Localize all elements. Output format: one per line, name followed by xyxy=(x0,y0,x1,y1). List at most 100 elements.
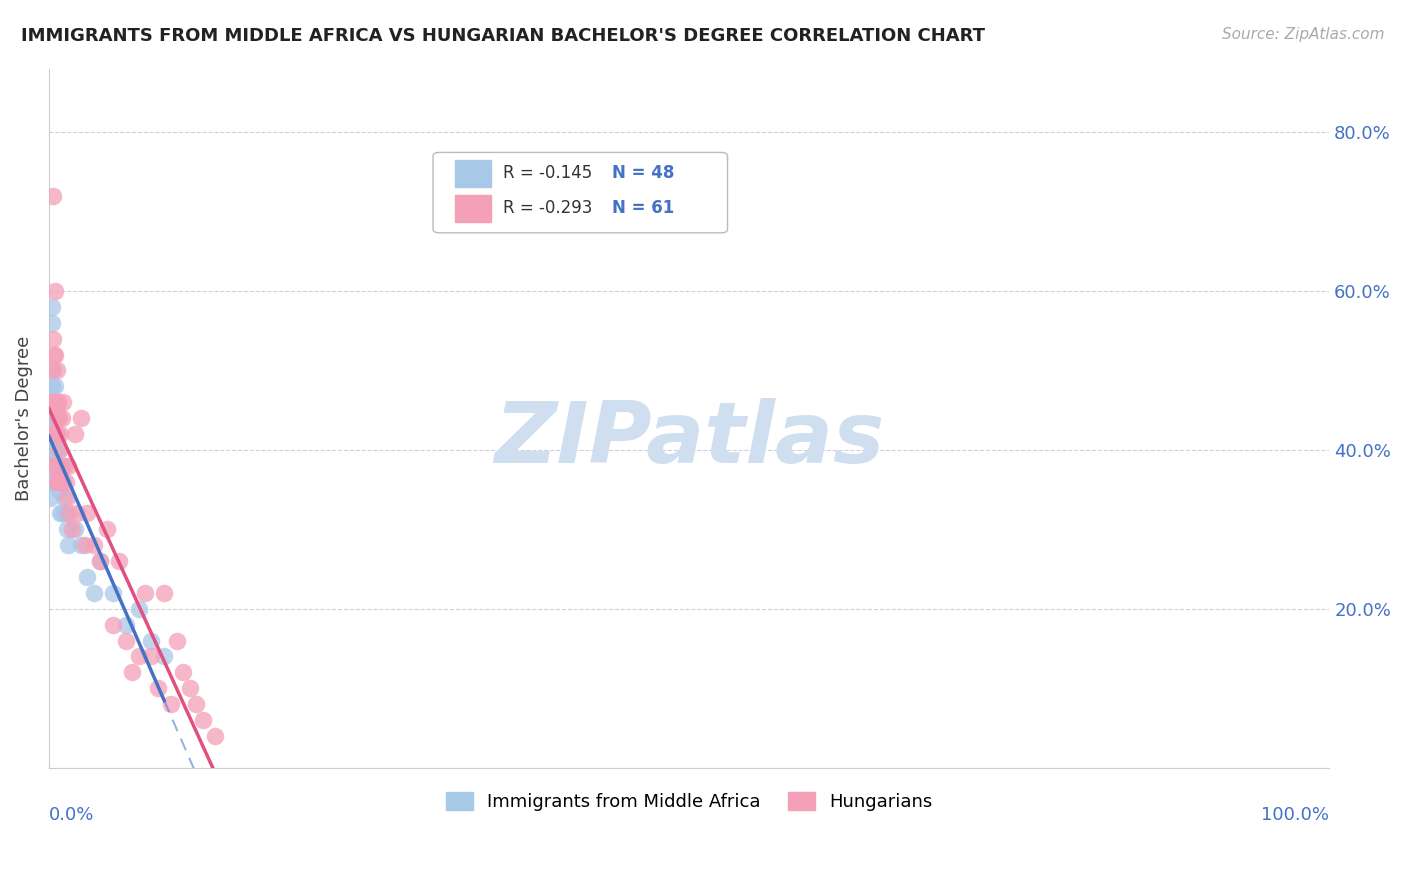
Point xyxy=(96,522,118,536)
Bar xyxy=(454,160,491,186)
Point xyxy=(56,538,79,552)
Point xyxy=(83,586,105,600)
Point xyxy=(44,284,66,298)
Point xyxy=(49,427,72,442)
Point xyxy=(44,442,66,457)
Y-axis label: Bachelor's Degree: Bachelor's Degree xyxy=(15,335,32,500)
Point xyxy=(46,475,69,489)
Point xyxy=(42,458,65,473)
Point xyxy=(41,379,63,393)
Text: Source: ZipAtlas.com: Source: ZipAtlas.com xyxy=(1222,27,1385,42)
Point xyxy=(51,507,73,521)
Point xyxy=(55,507,77,521)
Point xyxy=(45,427,67,442)
Point xyxy=(114,617,136,632)
Point xyxy=(39,491,62,505)
Point xyxy=(49,507,72,521)
Point xyxy=(46,475,69,489)
Point xyxy=(44,458,66,473)
Point xyxy=(56,458,79,473)
Point xyxy=(63,427,86,442)
Point xyxy=(46,411,69,425)
Point xyxy=(39,475,62,489)
Point xyxy=(45,363,67,377)
Point xyxy=(45,403,67,417)
Point xyxy=(49,458,72,473)
FancyBboxPatch shape xyxy=(433,153,727,233)
Point xyxy=(60,522,83,536)
Text: R = -0.145: R = -0.145 xyxy=(503,164,593,182)
Point xyxy=(56,522,79,536)
Point xyxy=(166,633,188,648)
Point xyxy=(89,554,111,568)
Point xyxy=(42,395,65,409)
Point xyxy=(41,316,63,330)
Point xyxy=(44,347,66,361)
Point xyxy=(45,427,67,442)
Point xyxy=(45,395,67,409)
Legend: Immigrants from Middle Africa, Hungarians: Immigrants from Middle Africa, Hungarian… xyxy=(439,784,939,818)
Bar xyxy=(454,195,491,221)
Point xyxy=(134,586,156,600)
Point xyxy=(70,411,93,425)
Point xyxy=(52,395,75,409)
Text: IMMIGRANTS FROM MIDDLE AFRICA VS HUNGARIAN BACHELOR'S DEGREE CORRELATION CHART: IMMIGRANTS FROM MIDDLE AFRICA VS HUNGARI… xyxy=(21,27,986,45)
Point xyxy=(76,507,98,521)
Point xyxy=(153,586,176,600)
Point xyxy=(42,188,65,202)
Point xyxy=(42,395,65,409)
Point xyxy=(114,633,136,648)
Point xyxy=(41,427,63,442)
Point xyxy=(141,633,163,648)
Text: 100.0%: 100.0% xyxy=(1261,806,1329,824)
Point xyxy=(186,697,208,711)
Point xyxy=(121,665,143,680)
Point xyxy=(41,300,63,314)
Point xyxy=(42,411,65,425)
Point xyxy=(53,491,76,505)
Point xyxy=(42,347,65,361)
Point xyxy=(51,411,73,425)
Point xyxy=(42,442,65,457)
Point xyxy=(51,458,73,473)
Point xyxy=(108,554,131,568)
Point xyxy=(51,458,73,473)
Point xyxy=(42,332,65,346)
Text: 0.0%: 0.0% xyxy=(49,806,94,824)
Point xyxy=(128,602,150,616)
Point xyxy=(41,395,63,409)
Point xyxy=(52,475,75,489)
Point xyxy=(45,475,67,489)
Point xyxy=(49,475,72,489)
Point xyxy=(55,475,77,489)
Point xyxy=(46,411,69,425)
Point xyxy=(42,395,65,409)
Point xyxy=(141,649,163,664)
Point xyxy=(191,713,214,727)
Point xyxy=(66,507,89,521)
Point xyxy=(83,538,105,552)
Point xyxy=(179,681,201,696)
Point xyxy=(76,570,98,584)
Text: ZIPatlas: ZIPatlas xyxy=(494,398,884,481)
Point xyxy=(63,522,86,536)
Point xyxy=(41,363,63,377)
Point xyxy=(153,649,176,664)
Point xyxy=(41,458,63,473)
Point xyxy=(48,411,70,425)
Text: N = 48: N = 48 xyxy=(612,164,675,182)
Point xyxy=(46,395,69,409)
Point xyxy=(48,442,70,457)
Point xyxy=(48,483,70,497)
Text: N = 61: N = 61 xyxy=(612,199,675,218)
Point xyxy=(58,507,80,521)
Point xyxy=(42,427,65,442)
Point xyxy=(89,554,111,568)
Point xyxy=(48,475,70,489)
Point xyxy=(41,427,63,442)
Text: R = -0.293: R = -0.293 xyxy=(503,199,593,218)
Point xyxy=(204,729,226,743)
Point xyxy=(44,379,66,393)
Point xyxy=(42,427,65,442)
Point xyxy=(146,681,169,696)
